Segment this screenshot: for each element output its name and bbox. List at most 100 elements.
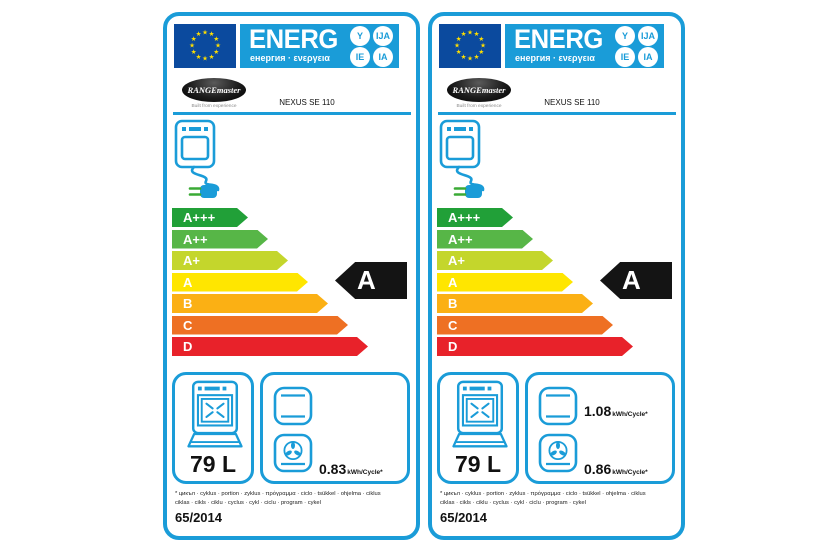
scale-grade-label: A++ bbox=[183, 231, 208, 247]
scale-grade-label: A++ bbox=[448, 231, 473, 247]
scale-grade-label: C bbox=[183, 317, 193, 333]
consumption-box: 0.83kWh/Cycle* bbox=[260, 372, 410, 484]
scale-grade-label: D bbox=[183, 339, 193, 354]
svg-text:★: ★ bbox=[196, 30, 202, 38]
svg-text:★: ★ bbox=[480, 42, 486, 50]
oven-capacity-icon bbox=[187, 380, 243, 448]
scale-grade-label: A+++ bbox=[448, 210, 481, 225]
rating-letter: A bbox=[622, 265, 641, 295]
scale-arrow: A+ bbox=[437, 251, 553, 270]
divider bbox=[173, 112, 411, 115]
oven-capacity-icon bbox=[452, 380, 508, 448]
consumption-box: 1.08kWh/Cycle* 0.86kWh/Cycle* bbox=[525, 372, 675, 484]
language-badge: IE bbox=[350, 47, 370, 67]
brand-logo: RANGEmaster bbox=[447, 78, 511, 102]
consumption-unit: kWh/Cycle* bbox=[612, 469, 648, 476]
capacity-value: 79 L bbox=[189, 451, 237, 477]
svg-text:★: ★ bbox=[474, 53, 480, 61]
conventional-consumption: 1.08kWh/Cycle* bbox=[584, 403, 674, 421]
scale-arrow: D bbox=[437, 337, 633, 356]
fan-consumption-value: 0.83 bbox=[319, 461, 347, 477]
scale-arrow: A++ bbox=[437, 230, 533, 249]
energ-subtitle: енергия · ενεργεια bbox=[515, 53, 595, 63]
fan-consumption: 0.83kWh/Cycle* bbox=[319, 461, 409, 479]
language-badge: IA bbox=[373, 47, 393, 67]
scale-arrow: B bbox=[172, 294, 328, 313]
svg-text:★: ★ bbox=[191, 48, 197, 56]
brand-logo: RANGEmaster bbox=[182, 78, 246, 102]
energy-label: ★ ★ ★ ★ ★ ★ ★ ★ ★ ★ ★ ★ ENERG енергия · ενεργεια… bbox=[428, 12, 685, 540]
rating-arrow: A bbox=[335, 262, 407, 299]
fan-consumption: 0.86kWh/Cycle* bbox=[584, 461, 674, 479]
conventional-heating-icon bbox=[538, 386, 578, 426]
footnote-line2: ciklas · cikls · ciklu · cyclus · cykl ·… bbox=[440, 499, 586, 506]
svg-text:★: ★ bbox=[189, 42, 195, 50]
footnote-line2: ciklas · cikls · ciklu · cyclus · cykl ·… bbox=[175, 499, 321, 506]
conventional-consumption-value: 1.08 bbox=[584, 403, 612, 419]
scale-grade-label: A+ bbox=[448, 253, 465, 268]
svg-text:★: ★ bbox=[456, 35, 462, 43]
language-badge: IJA bbox=[373, 26, 393, 46]
scale-grade-label: B bbox=[448, 296, 458, 311]
svg-text:★: ★ bbox=[456, 48, 462, 56]
scale-arrow: A+ bbox=[172, 251, 288, 270]
conventional-consumption bbox=[319, 403, 409, 421]
scale-grade-label: A+++ bbox=[183, 210, 216, 225]
fan-consumption-value: 0.86 bbox=[584, 461, 612, 477]
header-band: ENERG енергия · ενεργεια Y IJA IE IA bbox=[505, 24, 664, 68]
scale-arrow: B bbox=[437, 294, 593, 313]
energy-label: ★ ★ ★ ★ ★ ★ ★ ★ ★ ★ ★ ★ ENERG енергия · ενεργεια… bbox=[163, 12, 420, 540]
scale-arrow: A+++ bbox=[172, 208, 248, 227]
consumption-unit: kWh/Cycle* bbox=[612, 411, 648, 418]
language-badge: IE bbox=[615, 47, 635, 67]
svg-text:★: ★ bbox=[191, 35, 197, 43]
capacity-box: 79 L bbox=[172, 372, 254, 484]
energ-subtitle: енергия · ενεργεια bbox=[250, 53, 330, 63]
language-badge: IA bbox=[638, 47, 658, 67]
regulation-number: 65/2014 bbox=[175, 510, 222, 525]
footnote: * цикъл · cyklus · portion · zyklus · πρ… bbox=[175, 490, 411, 507]
electric-oven-plug-icon bbox=[174, 119, 220, 198]
eu-flag-icon: ★ ★★ ★★★ ★★★ ★★★ bbox=[174, 24, 236, 68]
capacity-value: 79 L bbox=[454, 451, 502, 477]
brand-tagline: Built from experience bbox=[191, 104, 237, 109]
svg-text:★: ★ bbox=[461, 53, 467, 61]
footnote-line1: * цикъл · cyklus · portion · zyklus · πρ… bbox=[440, 491, 646, 497]
language-badge: IJA bbox=[638, 26, 658, 46]
energ-title: ENERG bbox=[514, 24, 603, 54]
brand-tagline: Built from experience bbox=[456, 104, 502, 109]
footnote-line1: * цикъл · cyklus · portion · zyklus · πρ… bbox=[175, 491, 381, 497]
consumption-unit: kWh/Cycle* bbox=[347, 469, 383, 476]
rating-letter: A bbox=[357, 265, 376, 295]
scale-arrow: A bbox=[437, 273, 573, 292]
fan-heating-icon bbox=[273, 433, 313, 473]
scale-arrow: A bbox=[172, 273, 308, 292]
scale-arrow: A++ bbox=[172, 230, 268, 249]
svg-text:★: ★ bbox=[202, 55, 208, 63]
scale-grade-label: A bbox=[448, 274, 458, 290]
svg-text:★: ★ bbox=[213, 35, 219, 43]
svg-text:★: ★ bbox=[478, 35, 484, 43]
model-name: NEXUS SE 110 bbox=[279, 98, 335, 107]
scale-grade-label: B bbox=[183, 296, 193, 311]
svg-text:★: ★ bbox=[474, 30, 480, 38]
svg-text:★: ★ bbox=[461, 30, 467, 38]
fan-heating-icon bbox=[538, 433, 578, 473]
electric-oven-plug-icon bbox=[439, 119, 485, 198]
scale-arrow: C bbox=[172, 316, 348, 335]
svg-text:★: ★ bbox=[467, 29, 473, 37]
model-name: NEXUS SE 110 bbox=[544, 98, 600, 107]
svg-text:★: ★ bbox=[478, 48, 484, 56]
svg-text:★: ★ bbox=[209, 53, 215, 61]
language-badge: Y bbox=[615, 26, 635, 46]
language-badge: Y bbox=[350, 26, 370, 46]
svg-text:★: ★ bbox=[454, 42, 460, 50]
scale-arrow: D bbox=[172, 337, 368, 356]
scale-grade-label: C bbox=[448, 317, 458, 333]
footnote: * цикъл · cyklus · portion · zyklus · πρ… bbox=[440, 490, 676, 507]
svg-text:★: ★ bbox=[213, 48, 219, 56]
energ-title: ENERG bbox=[249, 24, 338, 54]
svg-text:★: ★ bbox=[215, 42, 221, 50]
scale-arrow: C bbox=[437, 316, 613, 335]
